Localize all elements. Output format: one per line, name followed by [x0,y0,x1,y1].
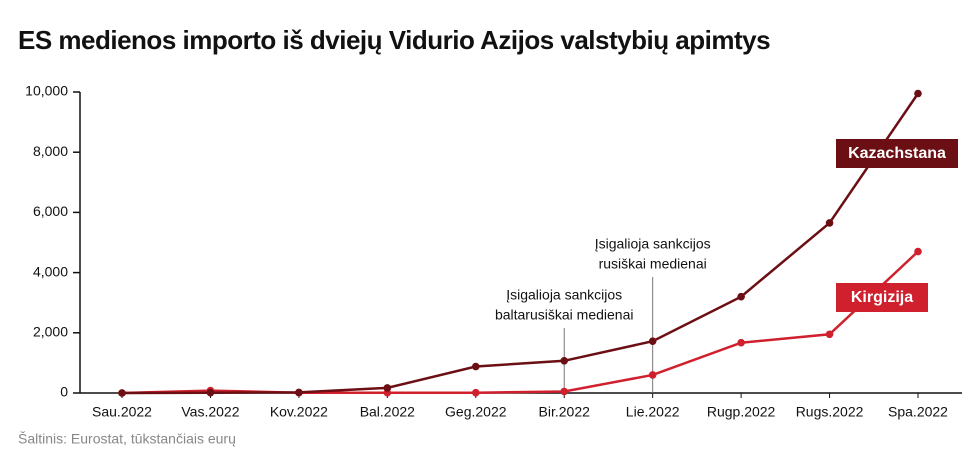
x-tick-label: Spa.2022 [888,404,948,420]
point [737,338,745,347]
x-tick-label: Bir.2022 [539,404,591,420]
point [383,384,392,392]
source: Šaltinis: Eurostat, tūkstančiais eurų [18,431,236,447]
x-tick-label: Lie.2022 [626,404,680,420]
y-tick-label: 0 [60,384,68,400]
chart-title: ES medienos importo iš dviejų Vidurio Az… [18,25,770,55]
legend-box [836,283,928,312]
point [648,337,657,346]
annotation-text: baltarusiškai medienai [495,307,634,323]
line [121,92,920,395]
annotation-text: Įsigalioja sankcijos [595,236,711,252]
legend-box [836,139,958,168]
x-tick-label: Kov.2022 [270,404,328,420]
legend-label: Kirgizija [851,289,913,306]
annotation-text: rusiškai medienai [599,256,707,272]
point [471,362,480,371]
x-tick-label: Sau.2022 [92,404,152,420]
point [737,292,745,301]
y-tick-label: 10,000 [25,83,68,99]
x-tick-label: Rugp.2022 [707,404,776,420]
point [295,388,303,397]
x-tick-label: Vas.2022 [181,404,239,420]
x-tick-label: Geg.2022 [445,404,507,420]
point [560,356,569,365]
point [648,371,657,379]
point [118,389,126,397]
y-tick-label: 8,000 [33,143,68,159]
point [825,219,834,227]
annotation-text: Įsigalioja sankcijos [506,287,622,303]
x-tick-label: Rugs.2022 [796,404,864,420]
y-tick-label: 6,000 [33,203,68,219]
point [471,388,480,397]
point [914,247,922,256]
point [560,387,569,396]
x-tick-label: Bal.2022 [360,404,415,420]
point [825,330,834,339]
legend-label: Kazachstana [848,145,946,162]
point [914,89,922,98]
y-tick-label: 4,000 [33,263,68,279]
y-tick-label: 2,000 [33,324,68,340]
point [206,388,215,397]
